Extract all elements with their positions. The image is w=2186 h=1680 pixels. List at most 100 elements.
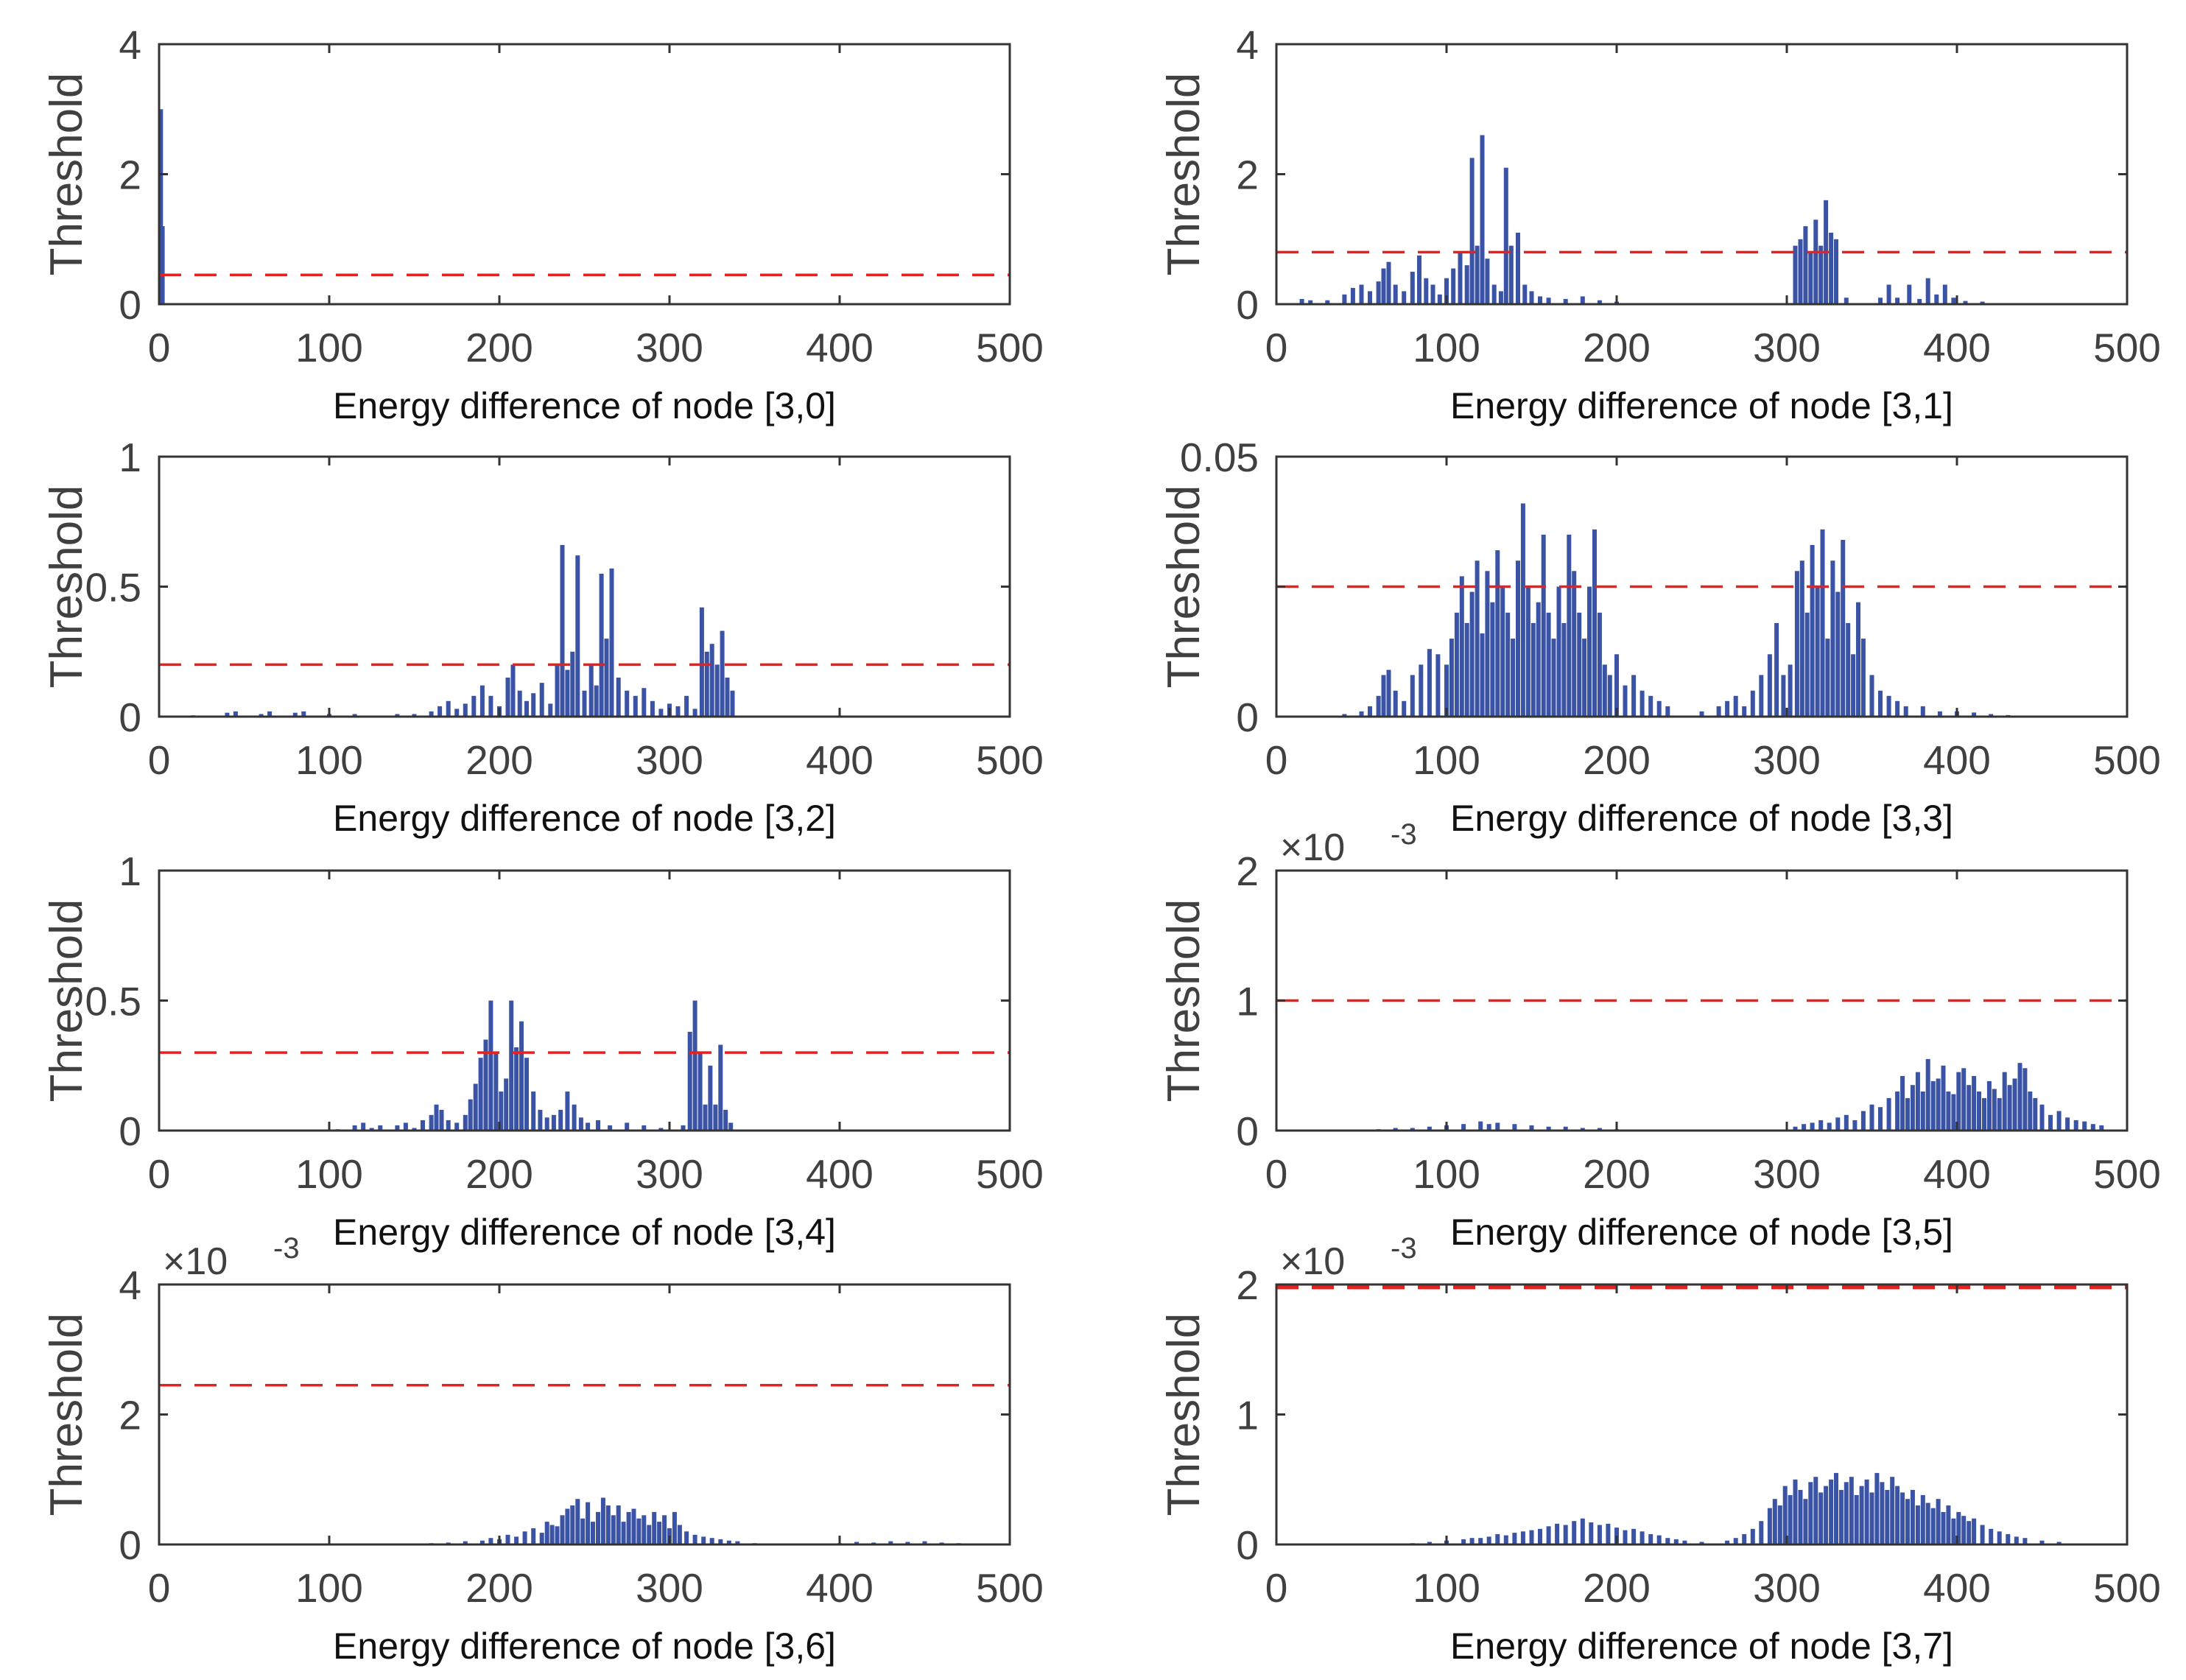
bar (565, 669, 570, 717)
y-axis-label: Threshold (41, 1313, 92, 1516)
bar (616, 1505, 621, 1544)
y-tick-label: 0 (1236, 1108, 1259, 1154)
bar (1997, 1531, 2002, 1544)
bar (1895, 700, 1900, 717)
x-axis-label: Energy difference of node [3,4] (333, 1212, 836, 1253)
bar (412, 1128, 417, 1131)
bar (558, 1109, 563, 1131)
bar (538, 1109, 543, 1131)
bar (471, 695, 477, 717)
x-tick-label: 200 (465, 1565, 533, 1611)
bar (586, 1122, 591, 1131)
bar (160, 226, 165, 304)
bar (555, 664, 560, 717)
bar (2039, 1540, 2045, 1544)
bar (1846, 622, 1851, 717)
bar (1725, 700, 1730, 717)
bar (1972, 1075, 1977, 1131)
bar (1750, 690, 1755, 717)
bar (1849, 1477, 1854, 1544)
y-tick-label: 1 (119, 848, 141, 894)
bar (1536, 602, 1541, 717)
bar (1522, 284, 1528, 304)
bar (1516, 560, 1520, 717)
bar (403, 1122, 408, 1131)
x-tick-label: 300 (1753, 325, 1821, 370)
bar (714, 664, 720, 717)
y-exponent-label: ×10 (1280, 826, 1345, 869)
y-axis-label: Threshold (41, 899, 92, 1103)
bar (1567, 534, 1572, 717)
bar (725, 678, 730, 717)
bar (361, 1122, 366, 1131)
bar (1869, 675, 1874, 717)
bar (1597, 612, 1602, 717)
x-axis-label: Energy difference of node [3,1] (1450, 385, 1953, 426)
bar (1478, 1121, 1483, 1131)
bar (1381, 675, 1386, 717)
bar (631, 1508, 636, 1544)
bar (718, 1044, 723, 1131)
bar (1880, 1482, 1885, 1544)
bar (1804, 612, 1810, 717)
axes-box (158, 1283, 1011, 1546)
subplot-7: 0 100 200 300 400 500 0 1 2 Energy difference of … (1159, 1232, 2161, 1667)
y-axis-label: Threshold (41, 73, 92, 276)
x-tick-label: 300 (636, 325, 703, 370)
bar (1852, 1120, 1858, 1131)
bar (1841, 540, 1846, 717)
bar (429, 1114, 434, 1131)
bar (1989, 1528, 1994, 1544)
x-tick-label: 500 (976, 1565, 1044, 1611)
bar (625, 1122, 630, 1131)
bar (1835, 1117, 1841, 1131)
bar (1767, 654, 1772, 717)
bar (588, 664, 594, 717)
y-tick-label: 1 (1236, 979, 1259, 1024)
bar (1844, 1482, 1849, 1544)
x-axis-label: Energy difference of node [3,5] (1450, 1212, 1953, 1253)
bar (1925, 1502, 1930, 1544)
bar (1444, 278, 1449, 304)
bar (1980, 1525, 1985, 1544)
x-tick-label: 500 (2093, 325, 2161, 370)
bar (728, 1122, 734, 1131)
bar (429, 711, 434, 717)
bar (1992, 1089, 1997, 1131)
x-tick-label: 100 (295, 737, 363, 783)
bar (1829, 1479, 1834, 1545)
bar (1480, 633, 1485, 717)
bar (723, 1109, 728, 1131)
bar (1859, 1486, 1864, 1544)
y-tick-label: 2 (119, 1393, 141, 1438)
bar (2012, 1078, 2017, 1131)
bar (1860, 639, 1866, 717)
bar (1895, 1092, 1900, 1131)
bar (1920, 706, 1925, 717)
x-axis-label: Energy difference of node [3,3] (1450, 798, 1953, 839)
bar (2048, 1114, 2053, 1131)
bar (570, 1505, 575, 1544)
bar (1936, 1078, 1941, 1131)
bar (1359, 711, 1364, 717)
y-tick-label: 1 (119, 435, 141, 480)
bar (1777, 1505, 1782, 1544)
bar (301, 711, 306, 717)
bar (1781, 675, 1786, 717)
bar (1925, 278, 1930, 304)
bar (1961, 1068, 1967, 1131)
bar (1582, 639, 1587, 717)
bar (599, 573, 604, 717)
bar (1451, 268, 1456, 304)
x-tick-label: 100 (1413, 1565, 1480, 1611)
bar (692, 1534, 697, 1544)
subplot-2: 0 100 200 300 400 500 0 0.5 1 Energy difference o… (41, 435, 1044, 839)
bar (421, 1120, 425, 1131)
axes-box (1275, 43, 2129, 306)
bar (1498, 291, 1503, 304)
y-tick-label: 0 (1236, 282, 1259, 328)
bar (454, 1122, 460, 1131)
bar (1967, 1085, 1972, 1131)
bar (479, 685, 485, 717)
bar (1803, 1499, 1808, 1544)
